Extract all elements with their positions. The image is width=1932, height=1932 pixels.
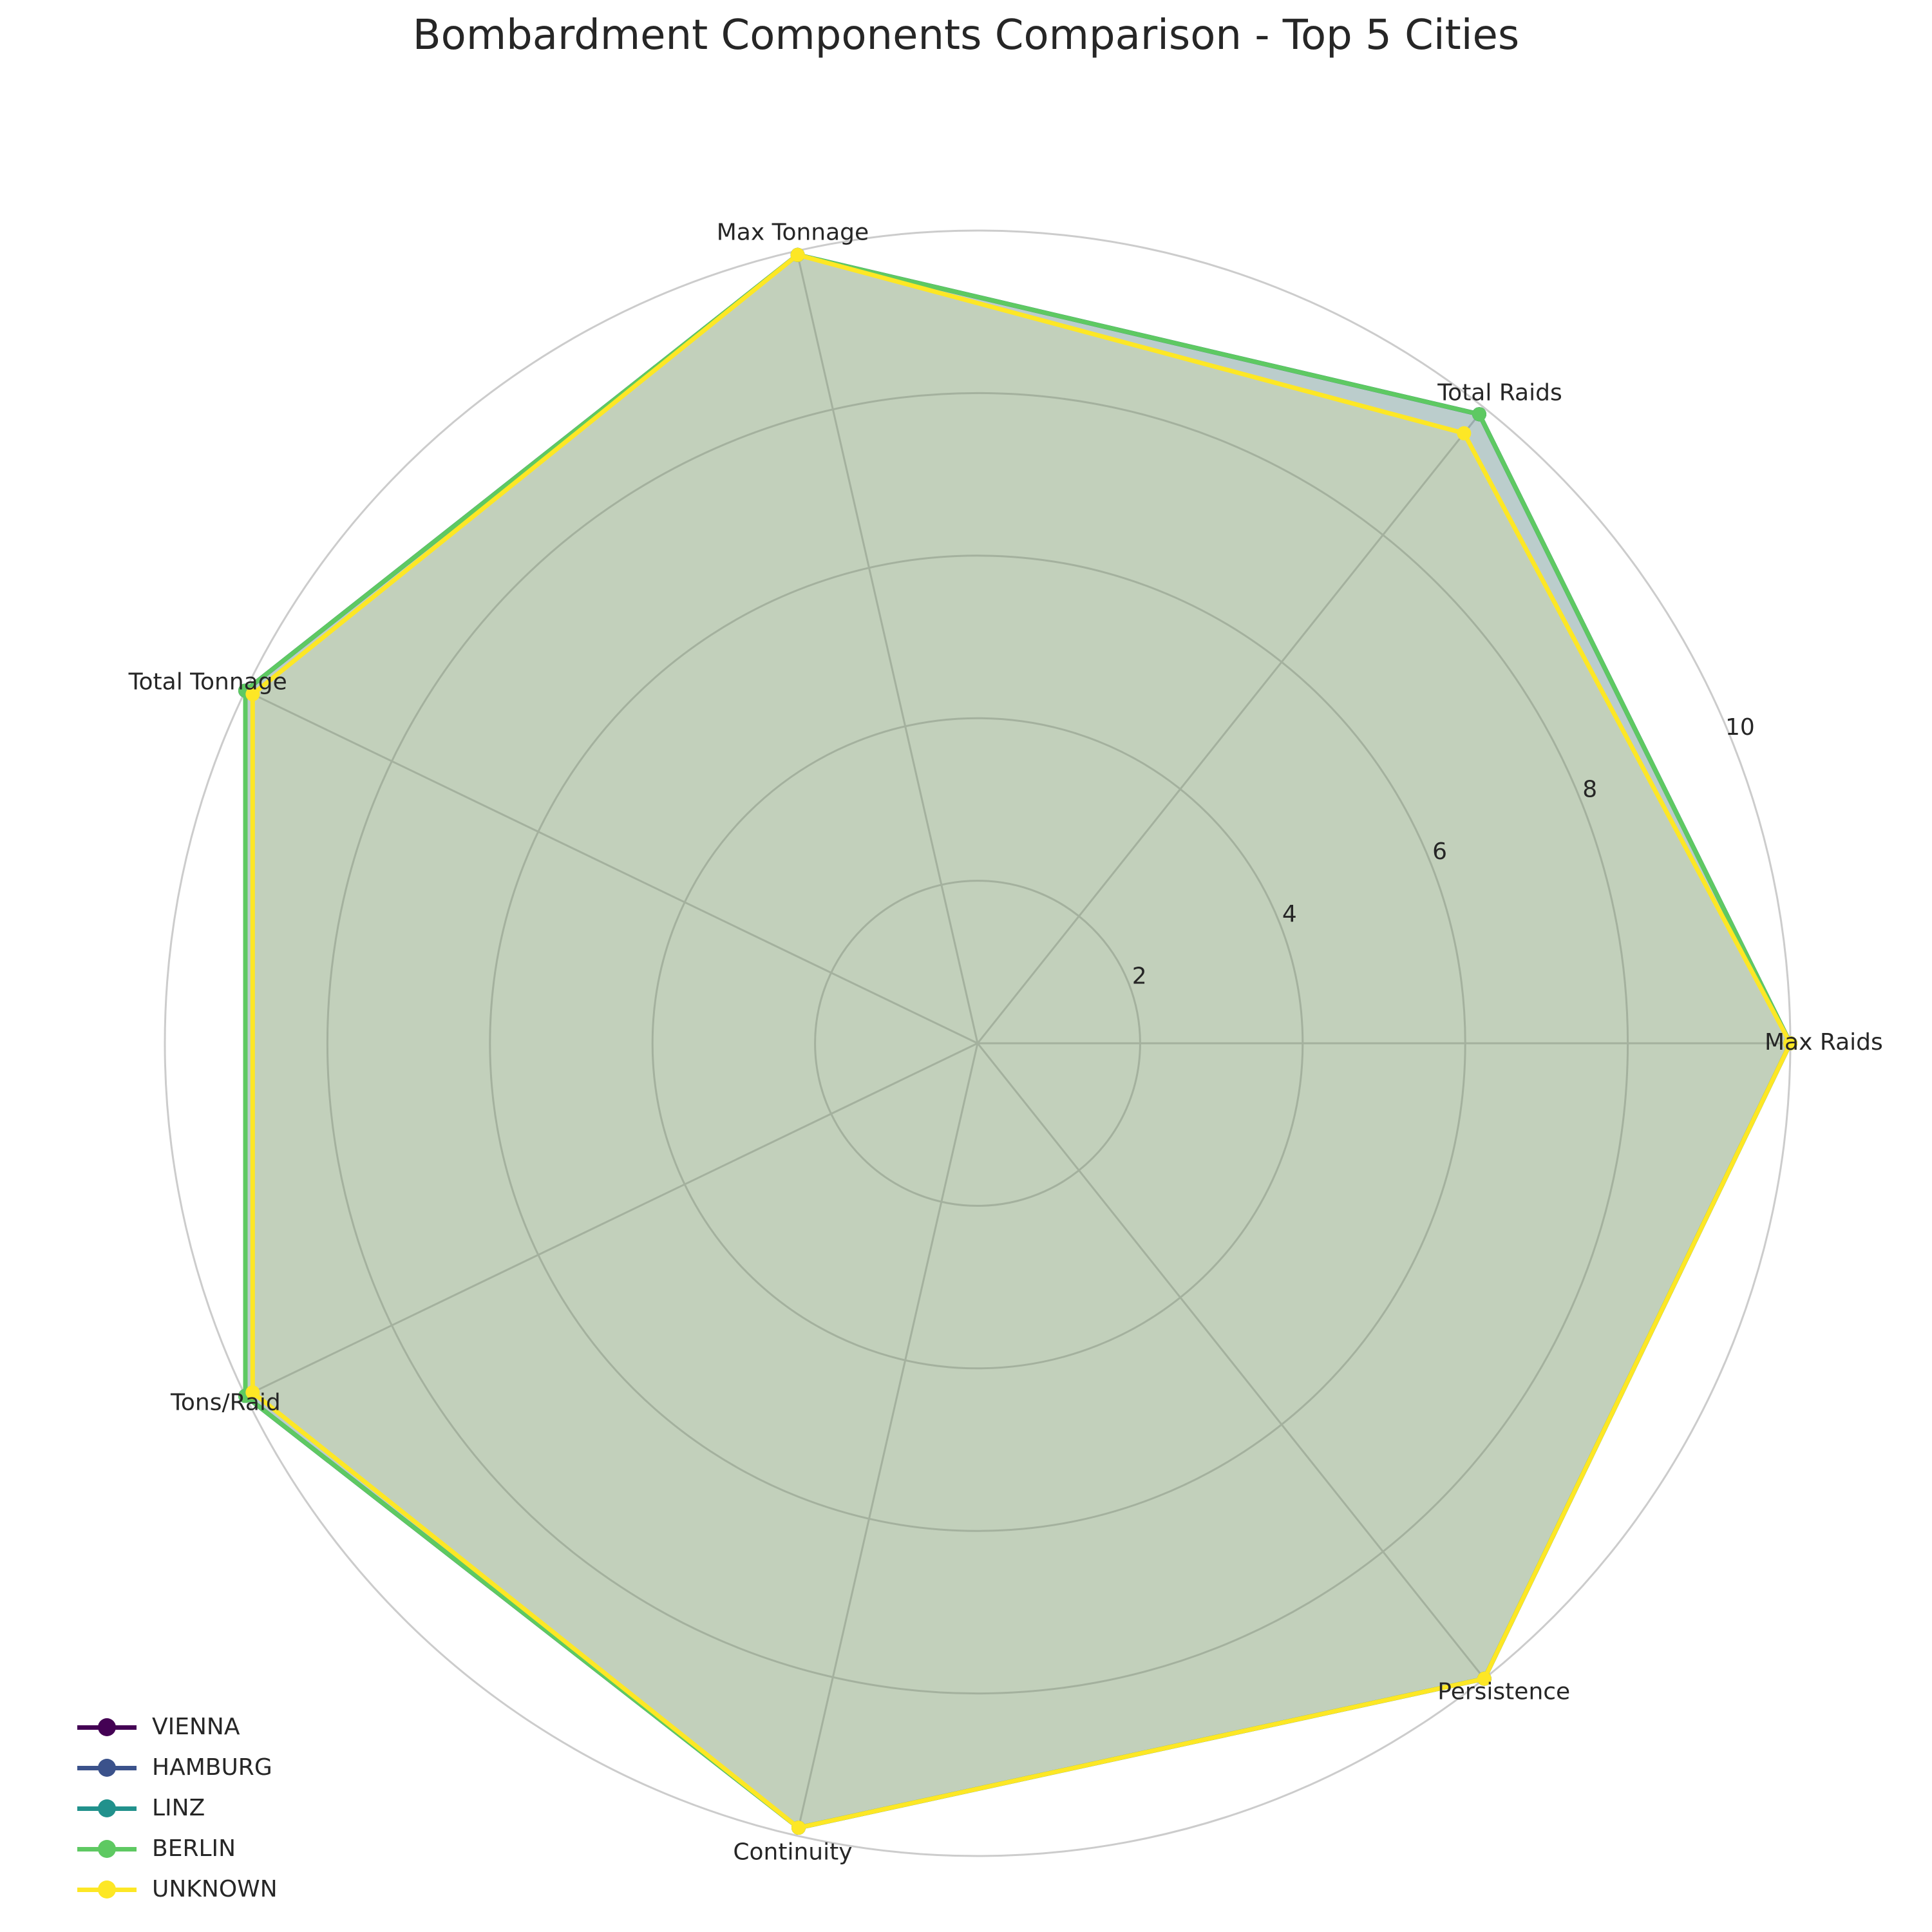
legend-marker — [98, 1799, 116, 1817]
axis-label-continuity: Continuity — [733, 1839, 852, 1866]
series-area-berlin — [245, 254, 1790, 1828]
legend-label: HAMBURG — [152, 1754, 272, 1781]
legend-label: BERLIN — [152, 1835, 236, 1862]
legend-label: LINZ — [152, 1795, 205, 1821]
axis-label-total-raids: Total Raids — [1437, 379, 1562, 406]
legend-marker — [98, 1758, 116, 1777]
data-point-berlin-1 — [1472, 407, 1486, 422]
grid-spoke-4 — [245, 1042, 978, 1397]
legend-label: UNKNOWN — [152, 1876, 278, 1902]
axis-label-max-raids: Max Raids — [1765, 1029, 1883, 1056]
grid-spoke-2 — [795, 251, 979, 1044]
data-point-unknown-0 — [1783, 1036, 1797, 1050]
legend-marker — [98, 1880, 116, 1899]
series-line-unknown — [250, 252, 1793, 1830]
data-point-unknown-4 — [245, 1385, 260, 1400]
series-area-linz — [245, 254, 1790, 1828]
r-tick-label-4: 4 — [1282, 901, 1297, 927]
legend-label: VIENNA — [152, 1714, 240, 1740]
series-area-hamburg — [245, 254, 1790, 1828]
data-point-unknown-3 — [245, 687, 260, 701]
data-point-unknown-1 — [1457, 426, 1472, 440]
legend-marker — [98, 1839, 116, 1858]
legend-item-vienna: VIENNA — [77, 1707, 278, 1747]
data-point-unknown-2 — [790, 247, 805, 262]
r-tick-label-6: 6 — [1432, 838, 1447, 865]
series-unknown — [245, 247, 1797, 1835]
chart-title: Bombardment Components Comparison - Top … — [412, 12, 1520, 59]
axis-label-persistence: Persistence — [1437, 1679, 1570, 1705]
grid-spoke-1 — [976, 407, 1486, 1044]
legend-item-unknown: UNKNOWN — [77, 1869, 278, 1909]
legend-swatch-hamburg — [77, 1755, 137, 1781]
r-tick-label-2: 2 — [1132, 963, 1147, 989]
axis-label-max-tonnage: Max Tonnage — [717, 219, 869, 245]
series-area-unknown — [252, 254, 1790, 1828]
data-point-unknown-6 — [1477, 1671, 1492, 1686]
grid-spoke-5 — [795, 1043, 979, 1836]
legend-swatch-berlin — [77, 1836, 137, 1862]
series-area-vienna — [245, 254, 1790, 1828]
r-tick-label-8: 8 — [1582, 777, 1597, 803]
axis-label-total-tonnage: Total Tonnage — [128, 668, 287, 695]
grid-spoke-3 — [245, 690, 978, 1045]
legend-swatch-unknown — [77, 1877, 137, 1902]
axis-label-tons-raid: Tons/Raid — [170, 1390, 281, 1416]
legend-swatch-vienna — [77, 1714, 137, 1740]
legend: VIENNA HAMBURG LINZ BERLIN UNKNOWN — [77, 1707, 278, 1909]
legend-marker — [98, 1718, 116, 1736]
data-point-unknown-5 — [791, 1821, 806, 1835]
legend-item-berlin: BERLIN — [77, 1828, 278, 1869]
legend-item-hamburg: HAMBURG — [77, 1747, 278, 1788]
grid-spoke-6 — [976, 1043, 1486, 1680]
legend-item-linz: LINZ — [77, 1788, 278, 1828]
r-tick-label-10: 10 — [1725, 714, 1755, 741]
legend-swatch-linz — [77, 1795, 137, 1821]
